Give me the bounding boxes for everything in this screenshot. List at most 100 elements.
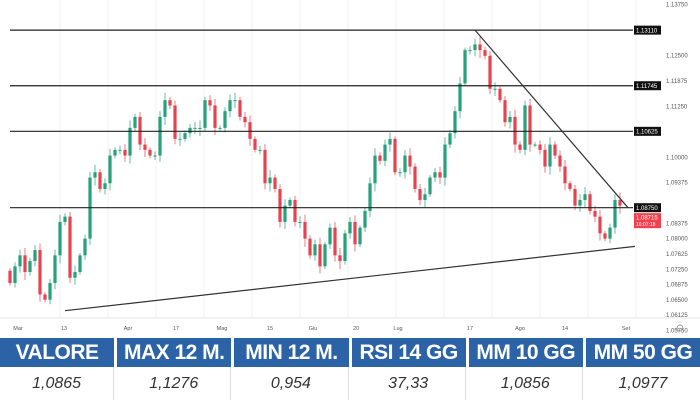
candle-body bbox=[153, 155, 157, 157]
candle bbox=[528, 98, 532, 152]
candle bbox=[588, 190, 592, 215]
candle bbox=[43, 291, 47, 303]
candle bbox=[193, 122, 197, 135]
candle bbox=[448, 129, 452, 149]
y-tick-label: 1.09375 bbox=[666, 181, 688, 187]
candle bbox=[178, 132, 182, 147]
candle bbox=[128, 120, 132, 164]
candle bbox=[383, 139, 387, 167]
candle-body bbox=[518, 144, 522, 150]
candle-body bbox=[263, 149, 267, 184]
candle bbox=[318, 237, 322, 274]
candle bbox=[23, 248, 27, 281]
candle-body bbox=[223, 111, 227, 128]
candle-body bbox=[328, 227, 332, 245]
candle-body bbox=[483, 50, 487, 56]
candle-body bbox=[498, 88, 502, 101]
candle bbox=[148, 147, 152, 159]
candle bbox=[438, 166, 442, 184]
candle-body bbox=[68, 216, 72, 278]
countdown-label: 16:07:18 bbox=[636, 222, 656, 228]
candle-body bbox=[413, 166, 417, 189]
candle-body bbox=[53, 255, 57, 284]
y-tick-label: 1.08375 bbox=[666, 221, 688, 227]
candle-body bbox=[603, 233, 607, 239]
candle-body bbox=[458, 83, 462, 112]
candle bbox=[38, 243, 42, 302]
settings-icon[interactable] bbox=[676, 324, 684, 332]
candle bbox=[428, 175, 432, 197]
candle-body bbox=[178, 138, 182, 140]
x-tick-label: 17 bbox=[467, 326, 473, 332]
candle-body bbox=[43, 294, 47, 300]
candle-body bbox=[28, 261, 32, 273]
candle-body bbox=[193, 127, 197, 129]
candle-body bbox=[313, 244, 317, 256]
x-tick-label: Giu bbox=[309, 326, 318, 332]
candle-body bbox=[98, 172, 102, 189]
x-tick-label: Set bbox=[622, 326, 631, 332]
candle bbox=[198, 120, 202, 136]
y-tick-label: 1.07625 bbox=[666, 252, 688, 258]
candle bbox=[78, 252, 82, 275]
candle bbox=[253, 136, 257, 153]
candle-body bbox=[188, 127, 192, 134]
candle-body bbox=[453, 111, 457, 134]
candle-body bbox=[278, 188, 282, 222]
candle-body bbox=[78, 255, 82, 273]
candle-body bbox=[233, 100, 237, 102]
x-tick-label: 14 bbox=[562, 326, 568, 332]
y-tick-label: 1.06500 bbox=[666, 298, 688, 304]
candle bbox=[363, 206, 367, 233]
candle bbox=[153, 151, 157, 161]
stat-value: 1,1276 bbox=[117, 367, 232, 400]
candle-body bbox=[33, 250, 37, 262]
candle-body bbox=[308, 238, 312, 256]
stat-value: 1,0977 bbox=[618, 374, 668, 392]
candle bbox=[468, 46, 472, 55]
candle bbox=[183, 130, 187, 142]
stat-header: RSI 14 GG bbox=[351, 338, 466, 367]
candle bbox=[328, 223, 332, 249]
candle-body bbox=[523, 105, 527, 150]
candle bbox=[503, 96, 507, 127]
candle-body bbox=[463, 50, 467, 84]
candle bbox=[268, 170, 272, 192]
candle-body bbox=[353, 221, 357, 245]
candle-body bbox=[478, 44, 482, 51]
candle bbox=[418, 184, 422, 206]
candle bbox=[28, 257, 32, 276]
candle bbox=[578, 194, 582, 212]
candle bbox=[508, 111, 512, 129]
x-tick-label: 15 bbox=[267, 326, 273, 332]
candle-body bbox=[568, 183, 572, 189]
candle bbox=[133, 113, 137, 132]
stat-header: MIN 12 M. bbox=[234, 338, 349, 367]
candle-body bbox=[363, 210, 367, 228]
candle bbox=[523, 100, 527, 156]
candle-body bbox=[613, 199, 617, 228]
candle-body bbox=[618, 199, 622, 206]
candle-body bbox=[533, 144, 537, 146]
candle bbox=[298, 216, 302, 229]
candle-body bbox=[258, 149, 262, 151]
candle-body bbox=[383, 144, 387, 161]
candle-body bbox=[103, 183, 107, 189]
candle bbox=[323, 241, 327, 270]
candle bbox=[218, 125, 222, 131]
x-tick-label: 13 bbox=[61, 326, 67, 332]
candle bbox=[488, 50, 492, 95]
level-price-tag bbox=[634, 81, 661, 91]
level-price-tag bbox=[634, 126, 661, 136]
candle-body bbox=[8, 270, 12, 284]
candle-body bbox=[228, 100, 232, 112]
candle bbox=[13, 262, 17, 288]
candle bbox=[598, 210, 602, 241]
candle bbox=[433, 168, 437, 183]
candle-body bbox=[343, 233, 347, 262]
candle-body bbox=[373, 155, 377, 184]
candle-body bbox=[23, 255, 27, 273]
candle-body bbox=[38, 250, 42, 295]
candle bbox=[483, 46, 487, 60]
x-tick-label: 20 bbox=[353, 326, 359, 332]
